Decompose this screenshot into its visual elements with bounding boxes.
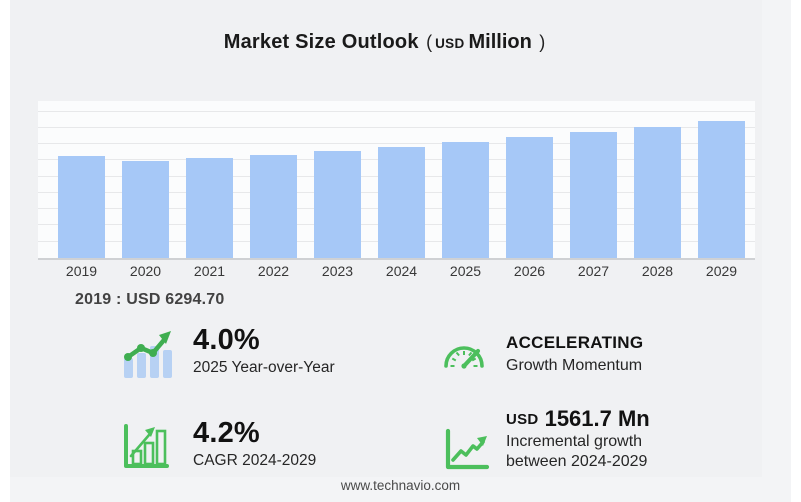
bar-2020 bbox=[122, 161, 169, 258]
gauge-icon bbox=[444, 346, 484, 369]
title-unit-currency: USD bbox=[435, 36, 465, 51]
bar-2021 bbox=[186, 158, 233, 258]
cagr-label: CAGR 2024-2029 bbox=[193, 452, 317, 469]
yoy-value: 4.0% bbox=[193, 324, 260, 356]
bar-2025 bbox=[442, 142, 489, 258]
incremental-currency: USD bbox=[506, 411, 539, 428]
line-growth-icon bbox=[445, 428, 490, 470]
chart-plot bbox=[38, 101, 755, 260]
title-unit-close: ) bbox=[539, 32, 546, 52]
chart-x-axis-labels: 2019 2020 2021 2022 2023 2024 2025 2026 2027 2028… bbox=[38, 263, 755, 281]
x-tick-2022: 2022 bbox=[257, 263, 290, 279]
bar-2027 bbox=[570, 132, 617, 258]
bar-2019 bbox=[58, 155, 105, 258]
x-tick-2021: 2021 bbox=[193, 263, 226, 279]
incremental-value: USD 1561.7 Mn bbox=[506, 406, 650, 432]
x-tick-2029: 2029 bbox=[705, 263, 738, 279]
x-tick-2026: 2026 bbox=[513, 263, 546, 279]
bar-2024 bbox=[378, 146, 425, 258]
x-tick-2025: 2025 bbox=[449, 263, 482, 279]
incremental-label-line2: between 2024-2029 bbox=[506, 453, 648, 470]
x-tick-2027: 2027 bbox=[577, 263, 610, 279]
bar-2022 bbox=[250, 154, 297, 258]
title-unit-open: ( bbox=[426, 32, 433, 52]
gridline bbox=[38, 143, 755, 145]
gridline bbox=[38, 126, 755, 128]
x-tick-2028: 2028 bbox=[641, 263, 674, 279]
base-year-annotation: 2019 : USD 6294.70 bbox=[75, 291, 225, 308]
website-url: www.technavio.com bbox=[340, 478, 461, 493]
x-tick-2023: 2023 bbox=[321, 263, 354, 279]
page-title: Market Size Outlook (USD Million ) bbox=[10, 31, 762, 54]
x-tick-2019: 2019 bbox=[65, 263, 98, 279]
cagr-value: 4.2% bbox=[193, 417, 260, 449]
bar-2028 bbox=[634, 126, 681, 258]
title-text: Market Size Outlook bbox=[223, 31, 419, 53]
bar-2029 bbox=[698, 121, 745, 258]
bar-2026 bbox=[506, 137, 553, 258]
bar-growth-icon bbox=[124, 424, 169, 468]
yoy-label: 2025 Year-over-Year bbox=[193, 359, 335, 376]
momentum-label: Growth Momentum bbox=[506, 357, 643, 374]
incremental-label-line1: Incremental growth bbox=[506, 433, 643, 450]
momentum-value: ACCELERATING bbox=[506, 333, 644, 352]
trend-bars-icon bbox=[124, 331, 172, 378]
incremental-amount: 1561.7 Mn bbox=[544, 406, 650, 431]
x-tick-2024: 2024 bbox=[385, 263, 418, 279]
bar-2023 bbox=[314, 150, 361, 258]
title-unit-label: Million bbox=[468, 31, 532, 53]
gridline bbox=[38, 110, 755, 112]
x-tick-2020: 2020 bbox=[129, 263, 162, 279]
